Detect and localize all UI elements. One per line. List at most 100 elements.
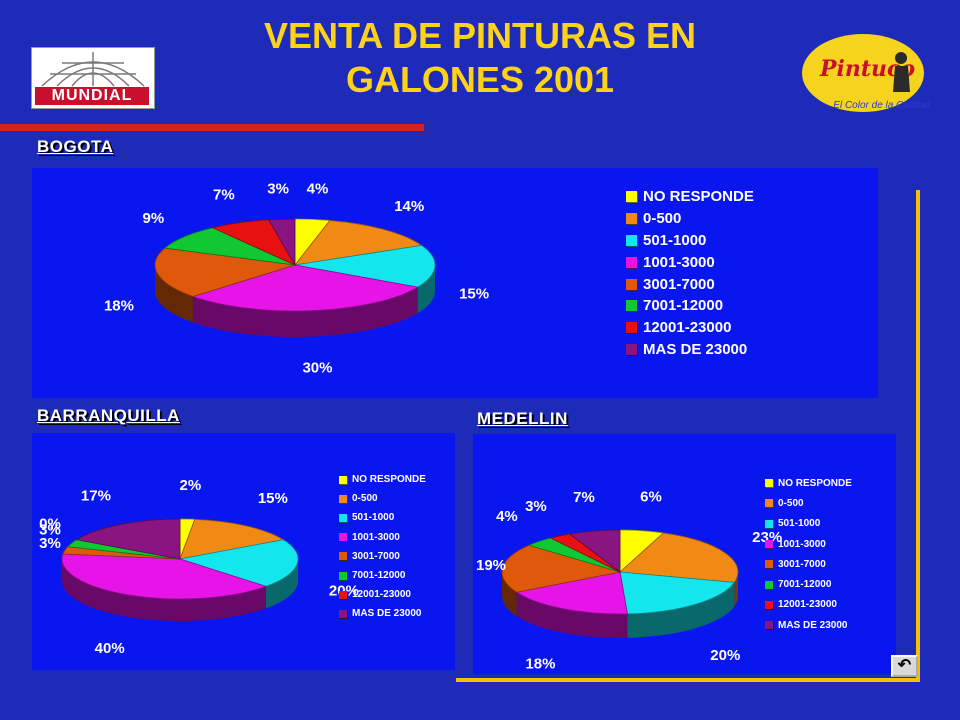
legend-swatch: [626, 278, 637, 290]
legend-item: 1001-3000: [765, 534, 852, 554]
pie-slice-2: [179, 518, 285, 560]
legend-swatch: [765, 560, 773, 569]
legend-swatch: [626, 322, 637, 334]
legend-label: 0-500: [352, 493, 378, 505]
legend-swatch: [765, 600, 773, 609]
legend-swatch: [626, 300, 637, 312]
pie-slice-side-2: [734, 572, 738, 607]
legend-item: NO RESPONDE: [339, 470, 426, 489]
legend-swatch: [339, 590, 347, 599]
slice-percent-label: 2%: [180, 477, 202, 494]
legend-item: 12001-23000: [626, 317, 754, 339]
pie-chart-medellin: 6% 23% 20% 18% 19% 4% 3% 7%: [476, 489, 782, 673]
pie-slice-3: [619, 571, 736, 615]
mundial-logo: MUNDIAL: [31, 47, 155, 109]
slice-percent-label: 40%: [95, 640, 125, 657]
legend-item: MAS DE 23000: [339, 604, 426, 623]
legend-item: 0-500: [339, 489, 426, 508]
legend-item: 12001-23000: [765, 595, 852, 615]
legend-label: 1001-3000: [352, 531, 400, 543]
legend-swatch: [765, 580, 773, 589]
pie-slice-5: [501, 544, 621, 593]
pintuco-logo: Pintuco: [800, 30, 928, 116]
legend-item: 0-500: [765, 493, 852, 513]
legend-swatch: [626, 191, 637, 203]
section-title-barranquilla: BARRANQUILLA: [37, 406, 180, 425]
pie-slice-side-4: [62, 559, 267, 621]
slice-percent-label: 0%: [39, 515, 61, 532]
chart-panel-medellin: 6% 23% 20% 18% 19% 4% 3% 7% NO RESPONDE 0-500 501…: [473, 434, 896, 674]
return-button[interactable]: ↶: [891, 655, 918, 677]
legend-item: 3001-7000: [339, 547, 426, 566]
pie-slice-side-5: [155, 265, 193, 323]
page-title-line-2: GALONES 2001: [345, 59, 615, 100]
slice-percent-label: 3%: [39, 522, 61, 539]
pintuco-slogan: El Color de la Calidad: [833, 100, 930, 111]
return-arrow-icon: ↶: [897, 657, 912, 674]
legend-label: NO RESPONDE: [778, 477, 852, 489]
legend-swatch: [765, 479, 773, 488]
legend-label: 7001-12000: [778, 579, 832, 591]
legend-label: NO RESPONDE: [352, 474, 426, 486]
legend-item: 7001-12000: [765, 574, 852, 594]
decorative-frame-horizontal: [456, 678, 920, 682]
legend-swatch: [339, 475, 347, 484]
legend-swatch: [765, 540, 773, 549]
legend-label: 3001-7000: [643, 275, 715, 293]
slice-percent-label: 18%: [525, 655, 555, 672]
legend-label: MAS DE 23000: [643, 340, 748, 358]
slice-percent-label: 9%: [143, 210, 165, 227]
globe-icon: [41, 52, 145, 87]
legend-swatch: [339, 533, 347, 542]
legend-swatch: [339, 609, 347, 618]
slice-percent-label: 6%: [640, 489, 662, 506]
pie-slice-2: [619, 532, 739, 583]
legend-item: NO RESPONDE: [626, 186, 754, 208]
pie-slice-side-4: [192, 287, 418, 337]
slice-percent-label: 14%: [394, 198, 424, 215]
legend-label: 501-1000: [643, 231, 707, 249]
slice-percent-label: 23%: [752, 529, 782, 546]
painter-figure-icon: [893, 52, 910, 92]
legend-barranquilla: NO RESPONDE 0-500 501-1000 1001-3000 3001-70…: [339, 470, 426, 624]
legend-item: 3001-7000: [626, 273, 754, 295]
legend-label: 3001-7000: [778, 558, 826, 570]
slice-percent-label: 4%: [496, 508, 518, 525]
page-title-line-1: VENTA DE PINTURAS EN: [263, 15, 697, 56]
legend-label: 501-1000: [778, 518, 821, 530]
legend-swatch: [765, 499, 773, 508]
legend-swatch: [626, 343, 637, 355]
slice-percent-label: 7%: [573, 489, 595, 506]
legend-label: NO RESPONDE: [643, 188, 754, 206]
pie-slice-4: [61, 553, 268, 600]
slice-percent-label: 30%: [302, 359, 332, 376]
pie-slice-2: [294, 220, 423, 266]
legend-bogota: NO RESPONDE 0-500 501-1000 1001-3000 3001-70…: [626, 186, 754, 360]
legend-label: 0-500: [643, 210, 682, 228]
legend-item: 3001-7000: [765, 554, 852, 574]
slice-percent-label: 7%: [213, 186, 235, 203]
legend-item: NO RESPONDE: [765, 473, 852, 493]
legend-label: 12001-23000: [778, 599, 837, 611]
mundial-logo-text: MUNDIAL: [35, 87, 149, 105]
section-title-medellin: MEDELLIN: [477, 409, 568, 428]
legend-label: 501-1000: [352, 512, 395, 524]
legend-label: 7001-12000: [643, 297, 724, 315]
legend-swatch: [339, 513, 347, 522]
legend-label: 7001-12000: [352, 570, 406, 582]
legend-item: 501-1000: [765, 514, 852, 534]
slice-percent-label: 15%: [258, 490, 288, 507]
legend-swatch: [765, 519, 773, 528]
slice-percent-label: 3%: [525, 498, 547, 515]
pie-chart-bogota: 4% 14% 15% 30% 18% 9% 7% 3%: [104, 180, 489, 376]
accent-bar: [0, 124, 424, 131]
slice-percent-label: 19%: [476, 557, 506, 574]
legend-item: 1001-3000: [339, 528, 426, 547]
legend-swatch: [626, 213, 637, 225]
legend-item: 1001-3000: [626, 251, 754, 273]
legend-medellin: NO RESPONDE 0-500 501-1000 1001-3000 3001-70…: [765, 473, 852, 635]
legend-label: 0-500: [778, 497, 804, 509]
legend-label: 12001-23000: [352, 589, 411, 601]
legend-item: 0-500: [626, 208, 754, 230]
pie-slice-side-3: [627, 582, 735, 638]
